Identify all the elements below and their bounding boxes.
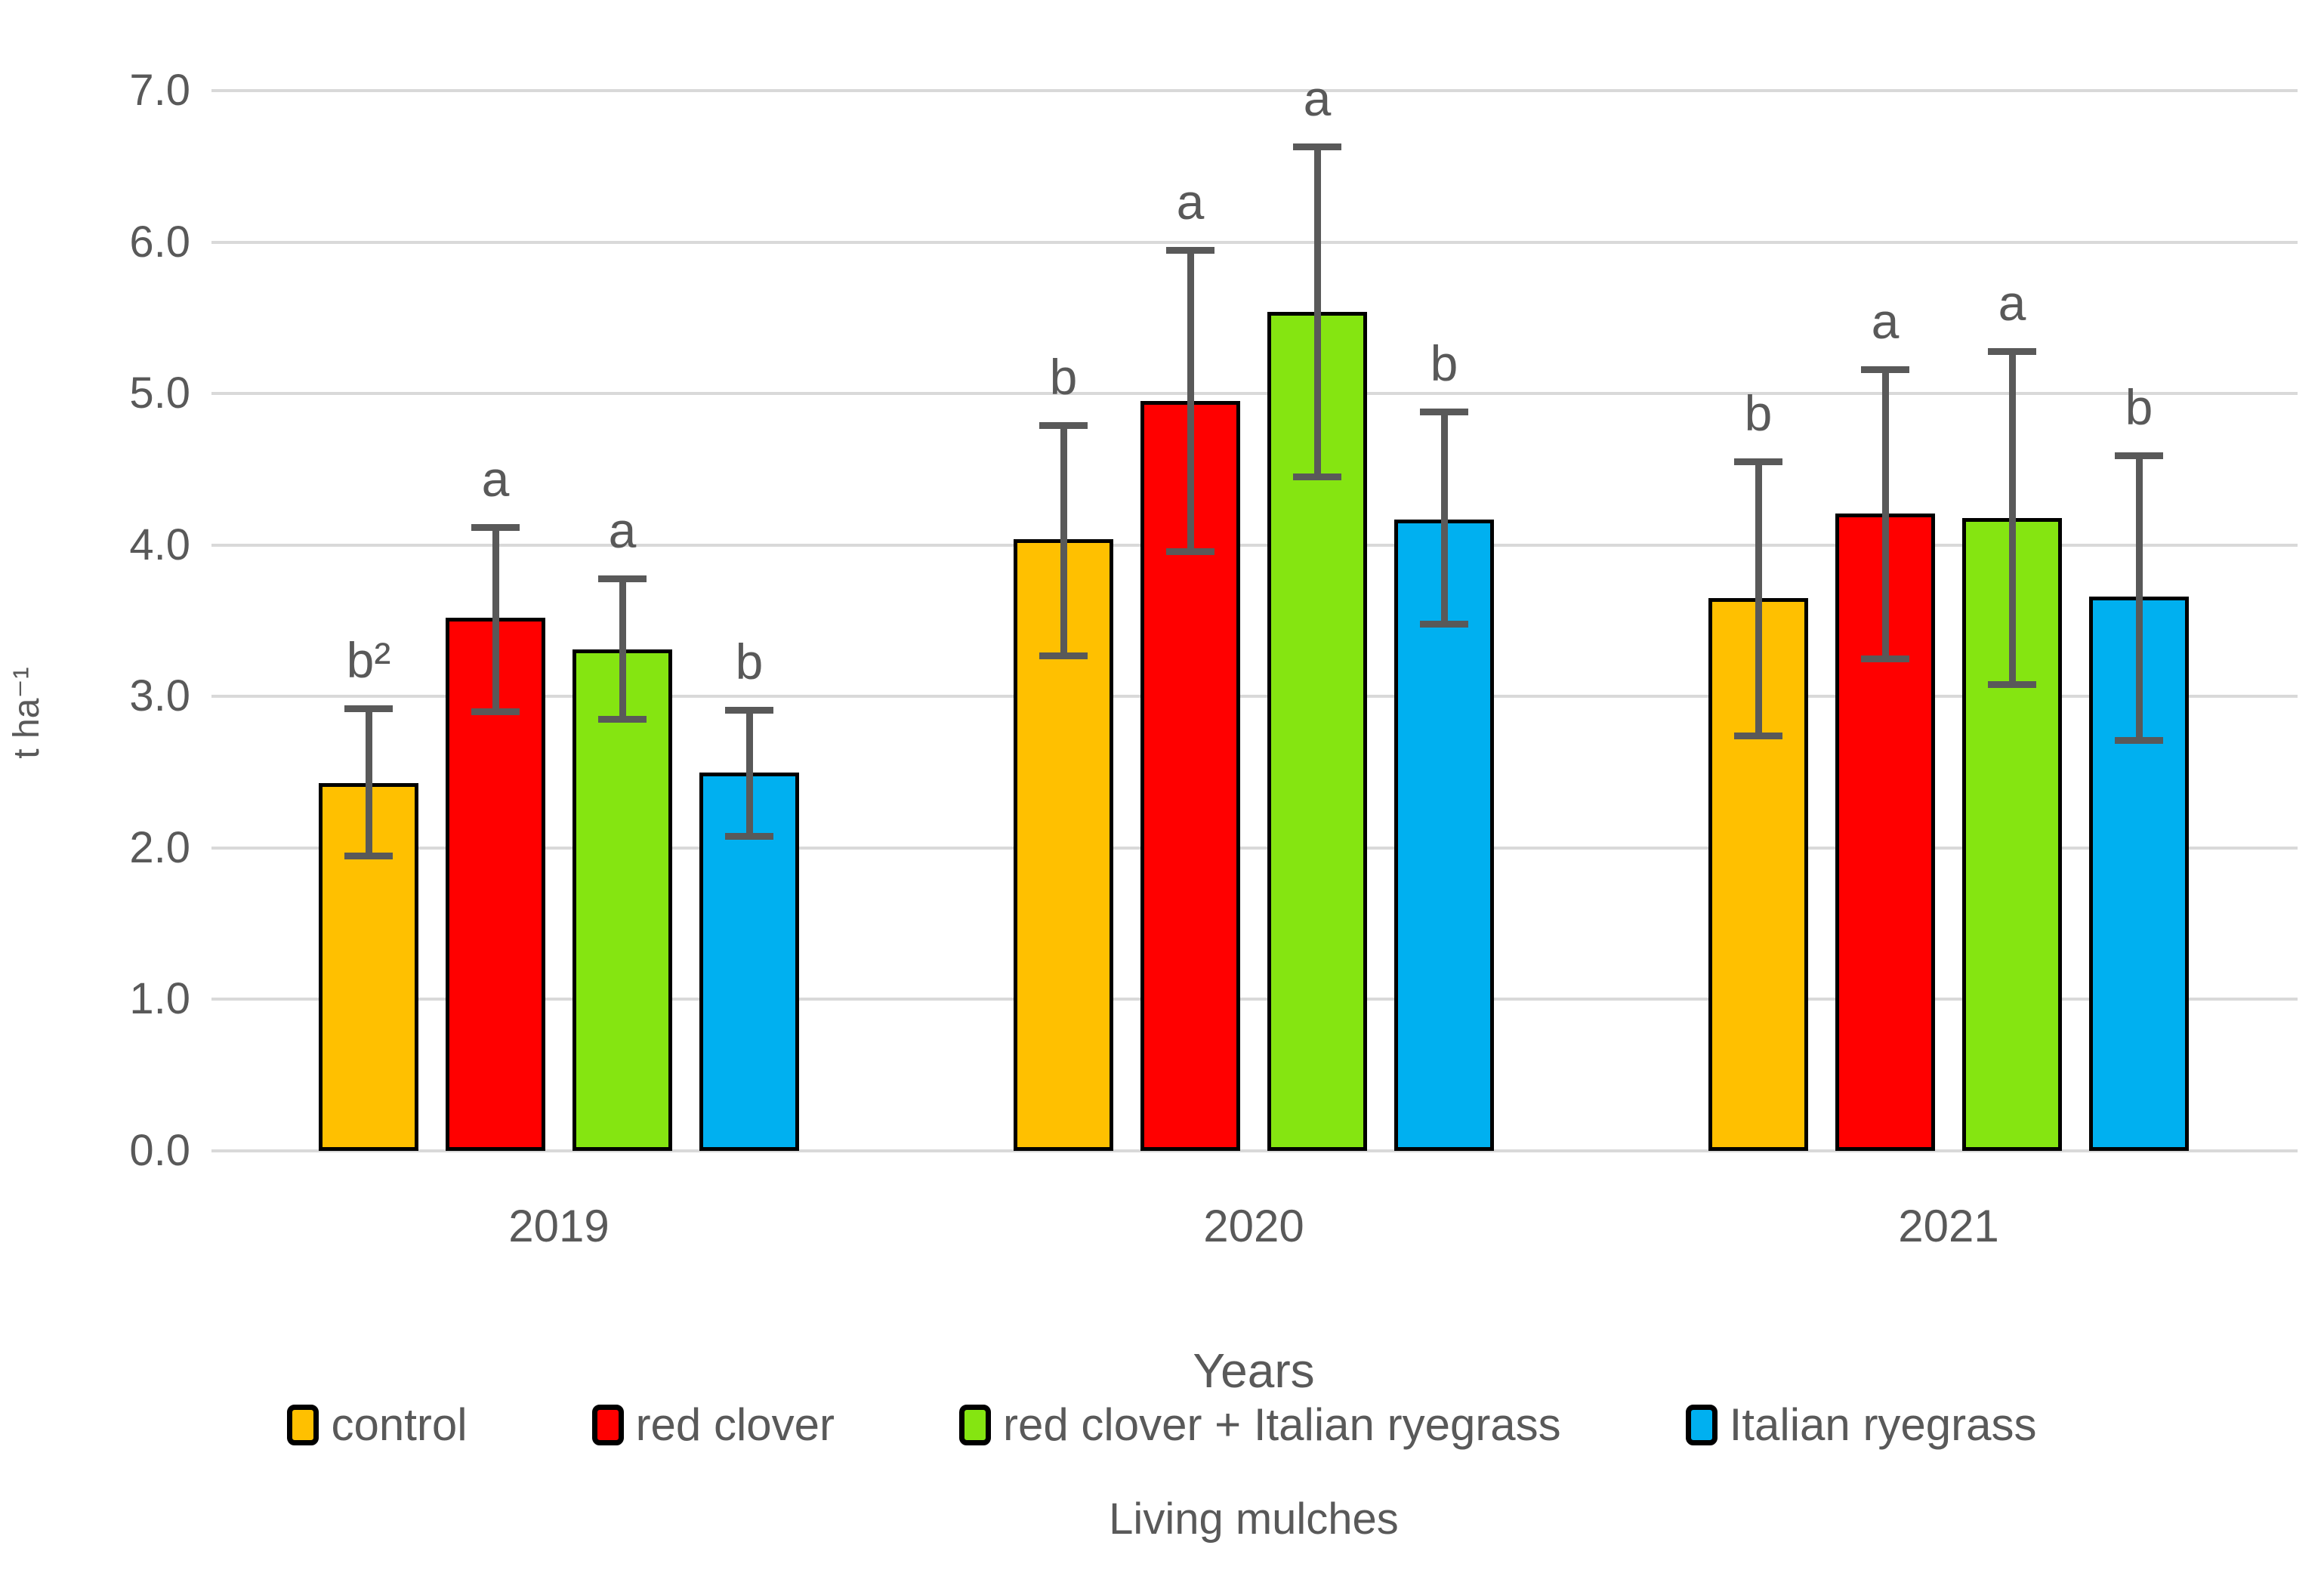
x-axis-tick-label: 2019	[508, 1201, 610, 1251]
legend-item-red-clover: red clover	[591, 1399, 835, 1451]
gridline	[211, 846, 2298, 850]
x-axis-title: Years	[1193, 1343, 1315, 1398]
legend-label: Italian ryegrass	[1729, 1399, 2037, 1450]
chart-legend: control red clover red clover + Italian ry…	[0, 1399, 2324, 1451]
gridline	[211, 695, 2298, 699]
bar-control-2021	[1708, 597, 1808, 1151]
error-bar-cap-bottom	[1420, 621, 1468, 628]
error-bar-line	[1440, 412, 1448, 624]
error-bar-cap-top	[471, 523, 520, 531]
y-axis-tick-label: 0.0	[129, 1126, 190, 1175]
error-bar-cap-bottom	[1293, 473, 1341, 481]
significance-letter: a	[481, 450, 510, 507]
error-bar-cap-top	[1166, 246, 1214, 254]
significance-letter: b	[2125, 379, 2153, 436]
error-bar-cap-top	[598, 575, 647, 582]
significance-letter: b	[1049, 349, 1078, 406]
error-bar-cap-bottom	[1039, 652, 1088, 660]
error-bar-cap-top	[1293, 143, 1341, 151]
significance-letter: a	[1871, 293, 1900, 350]
error-bar-cap-top	[1861, 366, 1909, 374]
significance-letter: b	[1744, 385, 1773, 442]
gridline	[211, 543, 2298, 547]
error-bar-line	[1881, 369, 1889, 659]
y-axis-tick-label: 1.0	[129, 974, 190, 1024]
error-bar-line	[1313, 147, 1321, 477]
bar-red-clover-italian-ryegrass-2019	[573, 649, 672, 1151]
error-bar-line	[365, 708, 372, 856]
error-bar-line	[492, 526, 499, 712]
legend-item-italian-ryegrass: Italian ryegrass	[1685, 1399, 2037, 1451]
error-bar-cap-bottom	[725, 832, 773, 840]
y-axis-title: t ha⁻¹	[7, 667, 47, 759]
error-bar-cap-top	[1734, 458, 1782, 466]
error-bar-cap-bottom	[598, 716, 647, 723]
legend-swatch	[1685, 1404, 1718, 1445]
error-bar-line	[1060, 425, 1067, 656]
error-bar-cap-top	[2115, 452, 2163, 460]
error-bar-line	[1187, 249, 1194, 551]
y-axis-tick-label: 7.0	[129, 66, 190, 115]
significance-letter: a	[608, 501, 637, 558]
x-axis-tick-label: 2021	[1898, 1201, 1999, 1251]
error-bar-line	[2008, 350, 2016, 685]
error-bar-cap-bottom	[1861, 655, 1909, 663]
significance-letter: a	[1303, 70, 1332, 127]
y-axis-tick-label: 6.0	[129, 217, 190, 267]
error-bar-cap-top	[1039, 422, 1088, 430]
gridline	[211, 89, 2298, 92]
error-bar-cap-bottom	[1734, 733, 1782, 740]
y-axis-tick-label: 5.0	[129, 369, 190, 418]
error-bar-cap-top	[1420, 409, 1468, 416]
error-bar-cap-bottom	[471, 708, 520, 716]
legend-swatch	[591, 1404, 624, 1445]
error-bar-cap-bottom	[2115, 737, 2163, 745]
error-bar-line	[619, 578, 626, 720]
gridline	[211, 998, 2298, 1001]
legend-item-red-clover-italian-ryegrass: red clover + Italian ryegrass	[959, 1399, 1561, 1451]
significance-letter: b²	[346, 632, 391, 689]
gridline	[211, 392, 2298, 396]
y-axis-tick-label: 3.0	[129, 671, 190, 721]
error-bar-cap-bottom	[344, 852, 393, 859]
gridline	[211, 1149, 2298, 1152]
error-bar-line	[2135, 455, 2143, 741]
legend-label: red clover + Italian ryegrass	[1003, 1399, 1561, 1450]
y-axis-tick-label: 4.0	[129, 520, 190, 569]
gridline	[211, 240, 2298, 244]
y-axis-tick-label: 2.0	[129, 822, 190, 872]
significance-letter: a	[1998, 274, 2026, 331]
error-bar-cap-bottom	[1166, 547, 1214, 555]
legend-label: red clover	[635, 1399, 835, 1450]
error-bar-cap-top	[1988, 347, 2036, 355]
error-bar-cap-top	[725, 707, 773, 714]
bar-control-2019	[319, 782, 418, 1151]
significance-letter: b	[1430, 335, 1458, 392]
significance-letter: a	[1176, 173, 1205, 230]
legend-label: control	[331, 1399, 468, 1450]
error-bar-line	[745, 710, 753, 836]
error-bar-line	[1755, 461, 1762, 736]
error-bar-cap-top	[344, 705, 393, 713]
legend-swatch	[959, 1404, 991, 1445]
legend-swatch	[287, 1404, 319, 1445]
significance-letter: b	[735, 634, 764, 690]
x-axis-tick-label: 2020	[1203, 1201, 1304, 1251]
legend-item-control: control	[287, 1399, 468, 1451]
error-bar-cap-bottom	[1988, 681, 2036, 689]
legend-group-title: Living mulches	[1109, 1494, 1399, 1544]
